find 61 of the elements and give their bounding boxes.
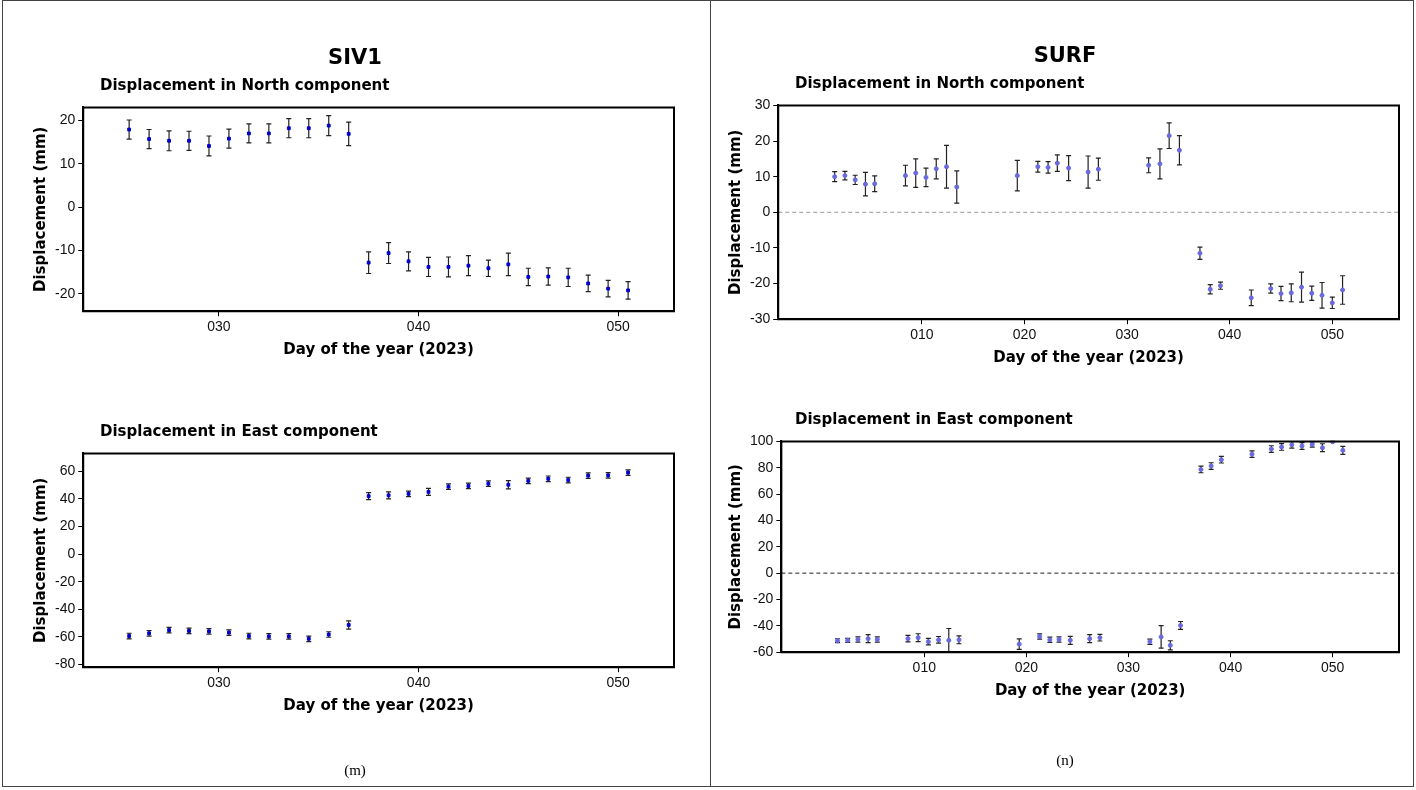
chart-title: SURF: [1032, 42, 1098, 69]
y-tick-label: -20: [55, 572, 76, 589]
x-axis-title: Day of the year (2023): [993, 347, 1184, 366]
y-tick-label: -60: [55, 627, 76, 644]
x-tick-label: 050: [1320, 659, 1345, 676]
y-tick-label: -40: [55, 600, 76, 617]
y-tick-label: -40: [753, 616, 774, 633]
x-tick-label: 010: [912, 659, 937, 676]
x-tick-label: 020: [1012, 326, 1037, 343]
y-axis-title: Displacement (mm): [30, 126, 49, 293]
x-tick-label: 040: [1218, 326, 1242, 343]
y-tick-label: 0: [67, 197, 76, 214]
y-tick-label: -10: [55, 241, 76, 258]
chart-subtitle: Displacement in North component: [794, 73, 1086, 94]
x-tick-label: 040: [406, 674, 431, 691]
x-tick-label: 020: [1014, 659, 1039, 676]
x-tick-label: 050: [1320, 326, 1345, 343]
x-tick-label: 030: [1116, 659, 1141, 676]
y-tick-label: 10: [59, 154, 76, 171]
y-tick-label: -10: [750, 238, 771, 255]
y-axis-title: Displacement (mm): [725, 464, 744, 630]
y-tick-label: -30: [750, 310, 771, 327]
x-tick-label: 050: [606, 318, 631, 335]
y-tick-label: 0: [765, 564, 774, 581]
y-axis-title: Displacement (mm): [30, 477, 49, 644]
x-tick-label: 030: [1115, 326, 1139, 343]
y-tick-label: 60: [757, 484, 774, 501]
x-axis-title: Day of the year (2023): [283, 339, 474, 358]
y-tick-label: 20: [59, 111, 76, 128]
y-tick-label: 10: [754, 167, 771, 184]
chart-title: Displacement in East component: [99, 421, 379, 442]
text: (m): [343, 762, 367, 779]
y-axis-title: Displacement (mm): [725, 129, 744, 296]
x-tick-label: 030: [207, 318, 231, 335]
y-tick-label: 20: [754, 131, 771, 148]
x-tick-label: 040: [1218, 659, 1243, 676]
chart-title: Displacement in East component: [794, 409, 1074, 430]
y-tick-label: -80: [55, 655, 76, 672]
y-tick-label: 40: [59, 489, 76, 506]
y-tick-label: 30: [754, 96, 771, 113]
chart-title: SIV1: [327, 44, 383, 71]
x-tick-label: 010: [910, 326, 934, 343]
y-tick-label: -20: [750, 274, 771, 291]
y-tick-label: -60: [753, 643, 774, 660]
y-tick-label: -20: [753, 590, 774, 607]
y-tick-label: 40: [757, 511, 774, 528]
y-tick-label: 0: [762, 203, 771, 220]
x-tick-label: 040: [406, 318, 431, 335]
y-tick-label: 80: [757, 458, 774, 475]
x-axis-title: Day of the year (2023): [994, 680, 1186, 699]
y-tick-label: -20: [55, 284, 76, 301]
chart-subtitle: Displacement in North component: [99, 75, 391, 96]
y-tick-label: 0: [67, 544, 76, 561]
y-tick-label: 20: [757, 537, 774, 554]
x-tick-label: 050: [606, 674, 631, 691]
x-axis-title: Day of the year (2023): [283, 695, 474, 714]
y-tick-label: 60: [59, 462, 76, 479]
y-tick-label: 100: [750, 432, 774, 449]
x-tick-label: 030: [207, 674, 231, 691]
y-tick-label: 20: [59, 517, 76, 534]
text: (n): [1055, 752, 1075, 769]
